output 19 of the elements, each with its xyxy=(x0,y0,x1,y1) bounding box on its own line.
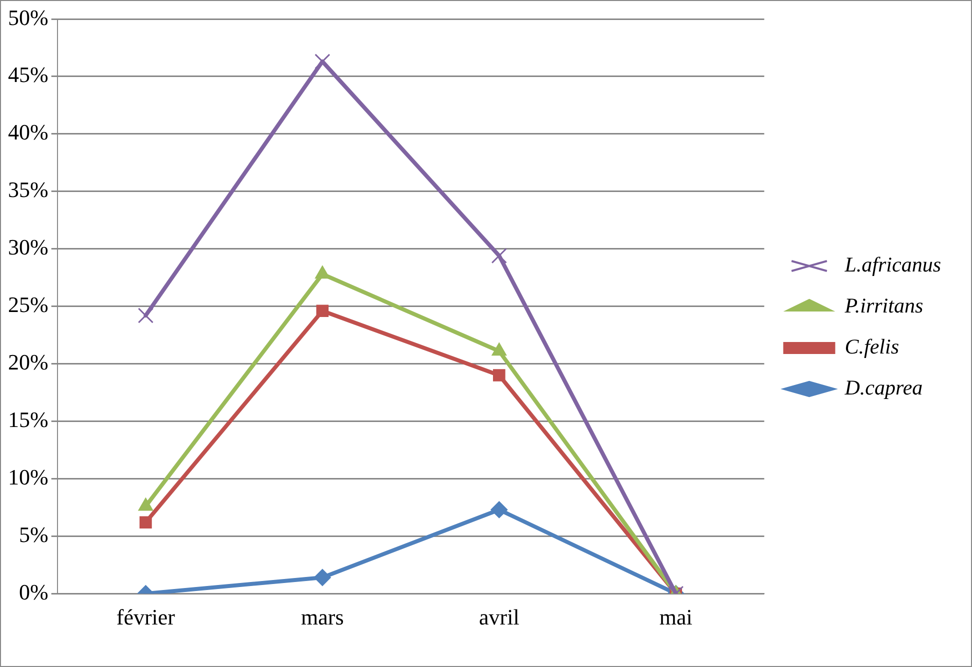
y-tick-label: 5% xyxy=(19,522,48,547)
y-tick-label: 30% xyxy=(8,234,48,260)
y-tick-label: 40% xyxy=(8,120,48,145)
x-tick-label: mars xyxy=(301,604,344,630)
legend-label: P.irritans xyxy=(844,294,924,318)
legend-label: L.africanus xyxy=(844,252,941,277)
y-tick-label: 0% xyxy=(19,579,48,604)
y-tick-label: 10% xyxy=(8,464,48,490)
y-tick-label: 35% xyxy=(8,177,48,202)
y-tick-label: 50% xyxy=(8,4,48,30)
legend-label: C.felis xyxy=(844,334,899,359)
x-tick-label: avril xyxy=(478,604,520,630)
x-tick-label: février xyxy=(116,604,176,630)
y-tick-label: 20% xyxy=(8,350,48,375)
y-tick-label: 15% xyxy=(8,407,48,432)
y-tick-label: 25% xyxy=(8,292,48,318)
x-tick-label: mai xyxy=(659,604,692,630)
y-tick-label: 45% xyxy=(8,62,48,88)
legend-label: D.caprea xyxy=(844,376,923,400)
